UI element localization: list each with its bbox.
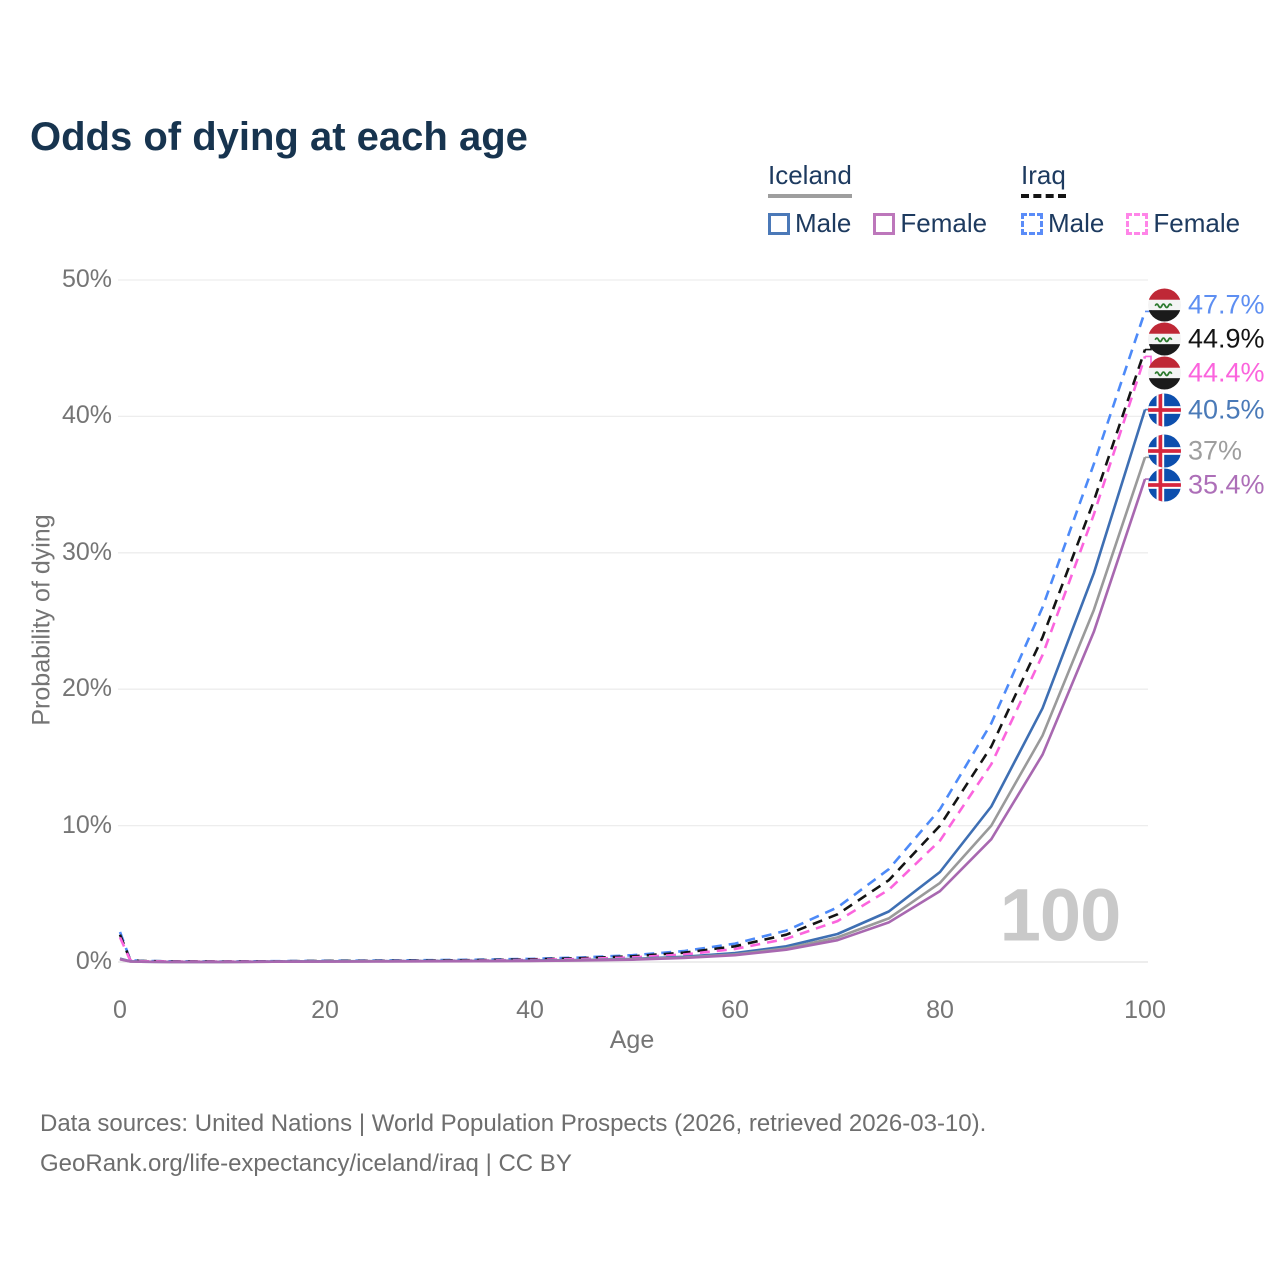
legend-country-iceland[interactable]: Iceland (768, 160, 852, 198)
y-tick-label: 0% (75, 947, 112, 975)
y-tick-label: 10% (61, 810, 112, 839)
data-sources-line: Data sources: United Nations | World Pop… (40, 1110, 987, 1137)
iraq-flag-icon (1148, 322, 1181, 356)
x-tick-label: 20 (311, 996, 339, 1024)
legend-label: Female (1153, 208, 1241, 238)
x-tick-label: 60 (721, 996, 749, 1024)
attribution-line: GeoRank.org/life-expectancy/iceland/iraq… (40, 1150, 572, 1177)
end-label-row-iraq-both: 44.9% (1148, 322, 1265, 356)
iceland-male-swatch-icon (768, 212, 790, 235)
series-line-iceland-female[interactable] (119, 478, 1147, 964)
x-tick-label: 100 (1124, 996, 1166, 1024)
y-tick-label: 50% (61, 265, 112, 293)
series-end-value: 40.5% (1188, 394, 1265, 425)
series-end-value: 44.4% (1188, 357, 1265, 388)
end-label-row-iraq-male: 47.7% (1148, 288, 1265, 322)
page-title: Odds of dying at each age (30, 114, 528, 159)
y-tick-label: 40% (61, 401, 112, 430)
series-end-value: 44.9% (1188, 323, 1265, 354)
iraq-male-swatch-icon (1021, 212, 1043, 235)
legend-item-iraq-female[interactable]: Female (1126, 208, 1240, 239)
legend-items-iceland: Male Female (768, 208, 987, 239)
legend-item-iraq-male[interactable]: Male (1021, 208, 1104, 239)
series-end-value: 35.4% (1188, 469, 1265, 500)
end-label-row-iceland-both: 37% (1148, 434, 1243, 468)
iceland-flag-icon (1148, 434, 1181, 468)
end-label-row-iraq-female: 44.4% (1148, 356, 1265, 390)
legend-item-iceland-female[interactable]: Female (873, 208, 987, 239)
x-tick-label: 80 (926, 996, 954, 1024)
legend-group-iceland: Iceland Male Female (768, 160, 987, 239)
series-end-value: 37% (1188, 435, 1243, 466)
x-axis-title: Age (609, 1026, 655, 1054)
legend-label: Female (900, 208, 988, 238)
end-label-row-iceland-male: 40.5% (1148, 393, 1265, 427)
hovered-age-watermark: 100 (999, 873, 1121, 957)
series-line-iraq-female[interactable] (118, 355, 1147, 963)
series-end-value: 47.7% (1188, 289, 1265, 320)
iceland-female-swatch-icon (873, 212, 896, 235)
iraq-female-swatch-icon (1126, 212, 1149, 235)
iceland-flag-icon (1148, 468, 1181, 502)
line-chart-canvas[interactable] (0, 0, 1280, 1080)
source-footer: Data sources: United Nations | World Pop… (40, 1104, 986, 1184)
iraq-flag-icon (1148, 356, 1181, 390)
iraq-flag-icon (1148, 288, 1181, 322)
y-tick-label: 20% (61, 674, 112, 703)
series-line-iraq-male[interactable] (118, 310, 1147, 963)
x-tick-label: 40 (516, 996, 544, 1024)
legend-label: Male (1048, 208, 1105, 238)
legend-item-iceland-male[interactable]: Male (768, 208, 851, 239)
end-label-row-iceland-female: 35.4% (1148, 468, 1265, 502)
y-tick-label: 30% (61, 537, 112, 566)
legend-items-iraq: Male Female (1021, 208, 1240, 239)
series-line-iceland-male[interactable] (119, 409, 1147, 964)
legend-country-iraq[interactable]: Iraq (1021, 160, 1066, 198)
iceland-flag-icon (1148, 393, 1181, 427)
legend-group-iraq: Iraq Male Female (1021, 160, 1240, 239)
series-line-iceland-both[interactable] (119, 456, 1147, 964)
x-tick-label: 0 (113, 996, 127, 1024)
legend-label: Male (795, 208, 852, 238)
series-line-iraq-both[interactable] (118, 349, 1147, 963)
